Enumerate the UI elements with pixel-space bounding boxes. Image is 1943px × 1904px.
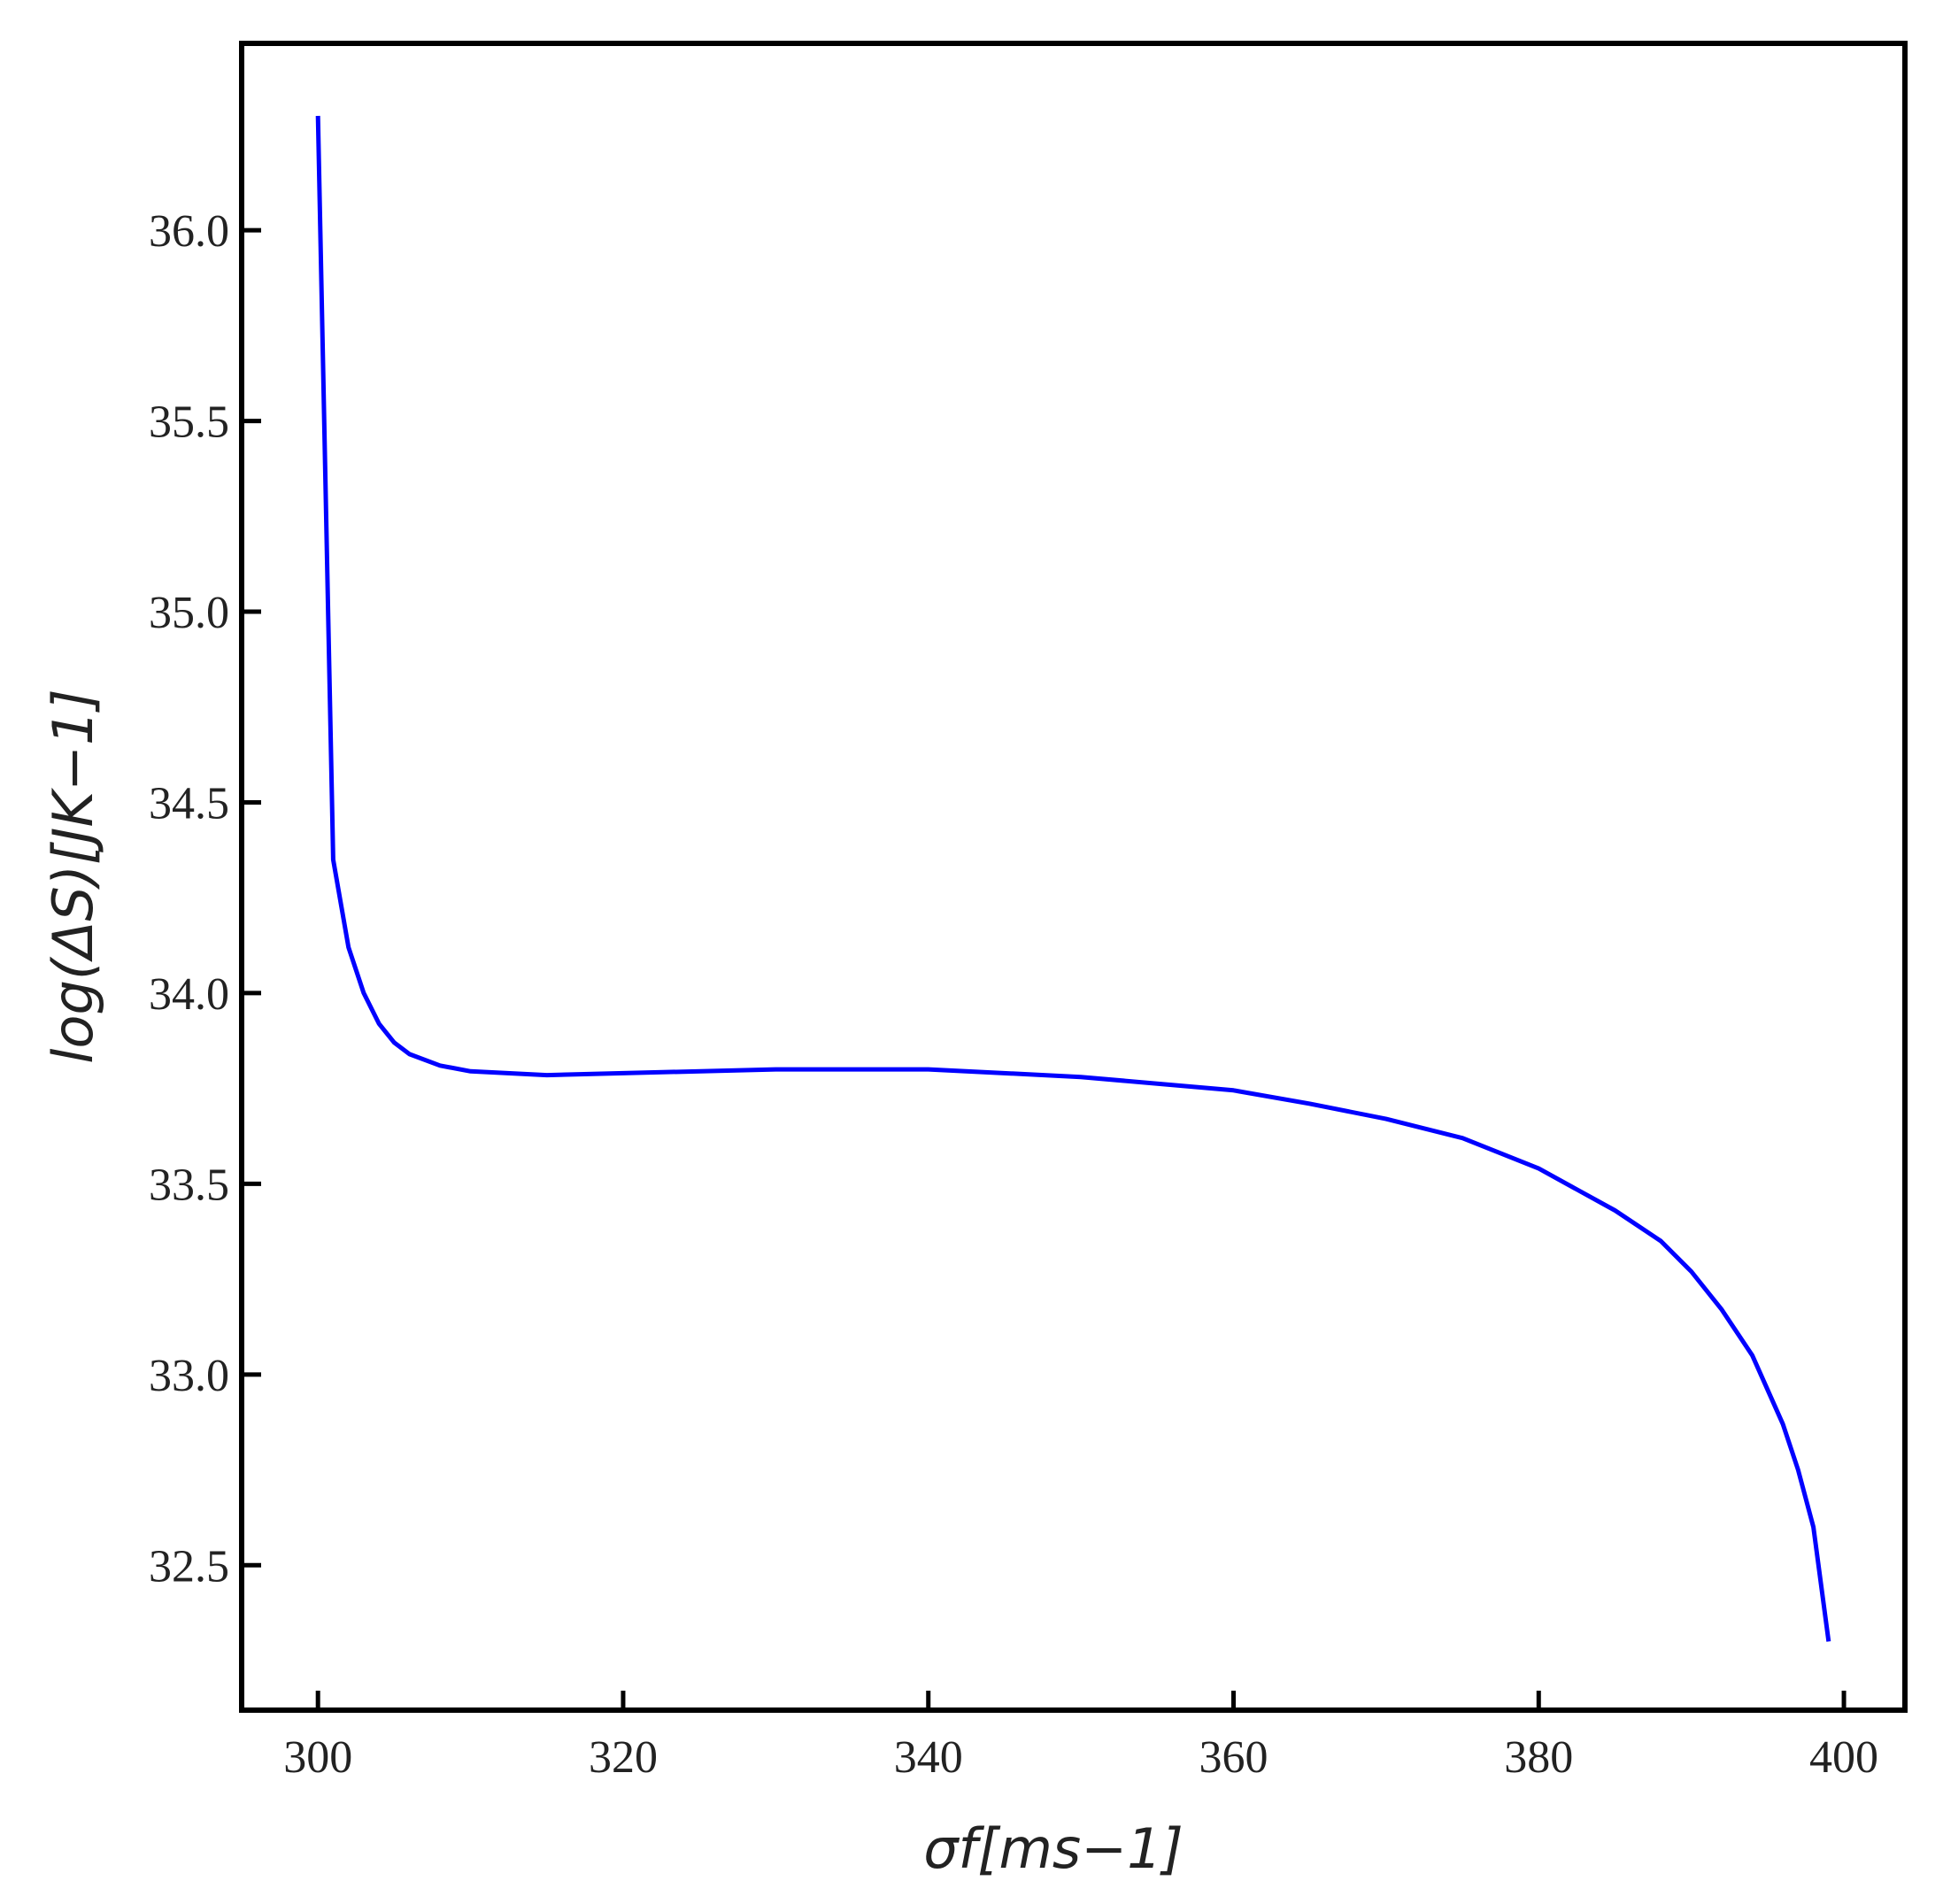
- x-tick-label: 360: [1199, 1732, 1268, 1783]
- plot-frame: [239, 41, 1908, 1713]
- x-axis-label: σf[ms−1]: [923, 1816, 1184, 1881]
- y-tick-label: 34.0: [149, 969, 229, 1020]
- x-tick-label: 400: [1809, 1732, 1878, 1783]
- x-tick-label: 340: [894, 1732, 963, 1783]
- x-tick-label: 300: [283, 1732, 352, 1783]
- y-tick-label: 33.0: [149, 1351, 229, 1401]
- x-tick-label: 320: [589, 1732, 658, 1783]
- data-line: [315, 115, 1831, 1642]
- y-tick-label: 35.5: [149, 397, 229, 448]
- y-tick-label: 35.0: [149, 588, 229, 638]
- y-tick-label: 36.0: [149, 206, 229, 257]
- y-tick-label: 33.5: [149, 1160, 229, 1210]
- x-tick-label: 380: [1504, 1732, 1573, 1783]
- y-tick-label: 32.5: [149, 1541, 229, 1592]
- y-axis-label: log(ΔS)[JK−1]: [41, 689, 105, 1063]
- y-tick-label: 34.5: [149, 778, 229, 829]
